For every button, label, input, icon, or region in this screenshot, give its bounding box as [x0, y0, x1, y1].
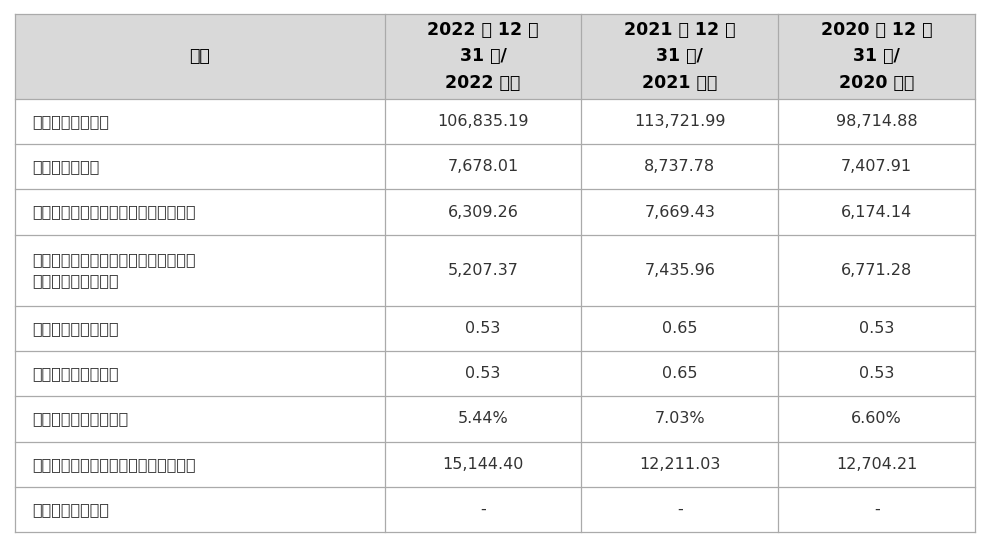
- Text: 2022 年 12 月
31 日/
2022 年度: 2022 年 12 月 31 日/ 2022 年度: [428, 21, 539, 92]
- Bar: [778, 396, 975, 442]
- Bar: [581, 144, 778, 189]
- Bar: [15, 306, 384, 351]
- Bar: [384, 306, 581, 351]
- Bar: [581, 99, 778, 144]
- Bar: [384, 189, 581, 235]
- Bar: [778, 189, 975, 235]
- Text: -: -: [874, 502, 879, 517]
- Text: 项目: 项目: [189, 47, 210, 65]
- Text: 经营活动产生的现金流量净额（万元）: 经营活动产生的现金流量净额（万元）: [33, 457, 196, 472]
- Bar: [778, 144, 975, 189]
- Text: 12,211.03: 12,211.03: [640, 457, 721, 472]
- Text: 7,669.43: 7,669.43: [644, 205, 716, 219]
- Text: 0.53: 0.53: [465, 321, 501, 336]
- Bar: [384, 487, 581, 532]
- Text: 2021 年 12 月
31 日/
2021 年度: 2021 年 12 月 31 日/ 2021 年度: [624, 21, 736, 92]
- Bar: [384, 144, 581, 189]
- Bar: [15, 14, 384, 99]
- Text: 6,771.28: 6,771.28: [842, 263, 913, 278]
- Text: 归属于母公司所有者的净利润（万元）: 归属于母公司所有者的净利润（万元）: [33, 205, 196, 219]
- Text: -: -: [480, 502, 486, 517]
- Text: 5.44%: 5.44%: [457, 412, 509, 426]
- Text: 7.03%: 7.03%: [654, 412, 705, 426]
- Text: 基本每股收益（元）: 基本每股收益（元）: [33, 321, 119, 336]
- Text: 净利润（万元）: 净利润（万元）: [33, 159, 100, 174]
- Text: 稀释每股收益（元）: 稀释每股收益（元）: [33, 366, 119, 381]
- Text: 0.53: 0.53: [859, 321, 894, 336]
- Bar: [15, 487, 384, 532]
- Bar: [581, 235, 778, 306]
- Text: 0.53: 0.53: [465, 366, 501, 381]
- Bar: [15, 351, 384, 396]
- Text: 113,721.99: 113,721.99: [635, 114, 726, 129]
- Text: 0.65: 0.65: [662, 321, 698, 336]
- Bar: [384, 442, 581, 487]
- Text: 106,835.19: 106,835.19: [438, 114, 529, 129]
- Text: 现金分红（万元）: 现金分红（万元）: [33, 502, 110, 517]
- Bar: [778, 99, 975, 144]
- Text: 7,435.96: 7,435.96: [644, 263, 716, 278]
- Text: 7,678.01: 7,678.01: [447, 159, 519, 174]
- Text: 6,174.14: 6,174.14: [842, 205, 913, 219]
- Bar: [384, 235, 581, 306]
- Text: 15,144.40: 15,144.40: [443, 457, 524, 472]
- Bar: [15, 396, 384, 442]
- Bar: [581, 189, 778, 235]
- Text: 营业收入（万元）: 营业收入（万元）: [33, 114, 110, 129]
- Bar: [384, 396, 581, 442]
- Bar: [581, 306, 778, 351]
- Bar: [581, 14, 778, 99]
- Bar: [581, 351, 778, 396]
- Text: 扣除非经常性损益后归属于母公司所有
者的净利润（万元）: 扣除非经常性损益后归属于母公司所有 者的净利润（万元）: [33, 252, 196, 288]
- Text: -: -: [677, 502, 683, 517]
- Bar: [384, 14, 581, 99]
- Bar: [778, 351, 975, 396]
- Bar: [581, 442, 778, 487]
- Text: 98,714.88: 98,714.88: [836, 114, 918, 129]
- Bar: [15, 189, 384, 235]
- Text: 8,737.78: 8,737.78: [644, 159, 716, 174]
- Bar: [15, 442, 384, 487]
- Bar: [778, 487, 975, 532]
- Bar: [778, 14, 975, 99]
- Bar: [581, 396, 778, 442]
- Bar: [384, 99, 581, 144]
- Bar: [778, 442, 975, 487]
- Text: 12,704.21: 12,704.21: [836, 457, 918, 472]
- Bar: [15, 99, 384, 144]
- Text: 7,407.91: 7,407.91: [842, 159, 912, 174]
- Bar: [778, 235, 975, 306]
- Text: 5,207.37: 5,207.37: [447, 263, 519, 278]
- Bar: [384, 351, 581, 396]
- Bar: [778, 306, 975, 351]
- Text: 2020 年 12 月
31 日/
2020 年度: 2020 年 12 月 31 日/ 2020 年度: [821, 21, 933, 92]
- Text: 0.65: 0.65: [662, 366, 698, 381]
- Text: 加权平均净资产收益率: 加权平均净资产收益率: [33, 412, 129, 426]
- Bar: [15, 235, 384, 306]
- Text: 6,309.26: 6,309.26: [447, 205, 519, 219]
- Text: 6.60%: 6.60%: [851, 412, 902, 426]
- Bar: [581, 487, 778, 532]
- Bar: [15, 144, 384, 189]
- Text: 0.53: 0.53: [859, 366, 894, 381]
